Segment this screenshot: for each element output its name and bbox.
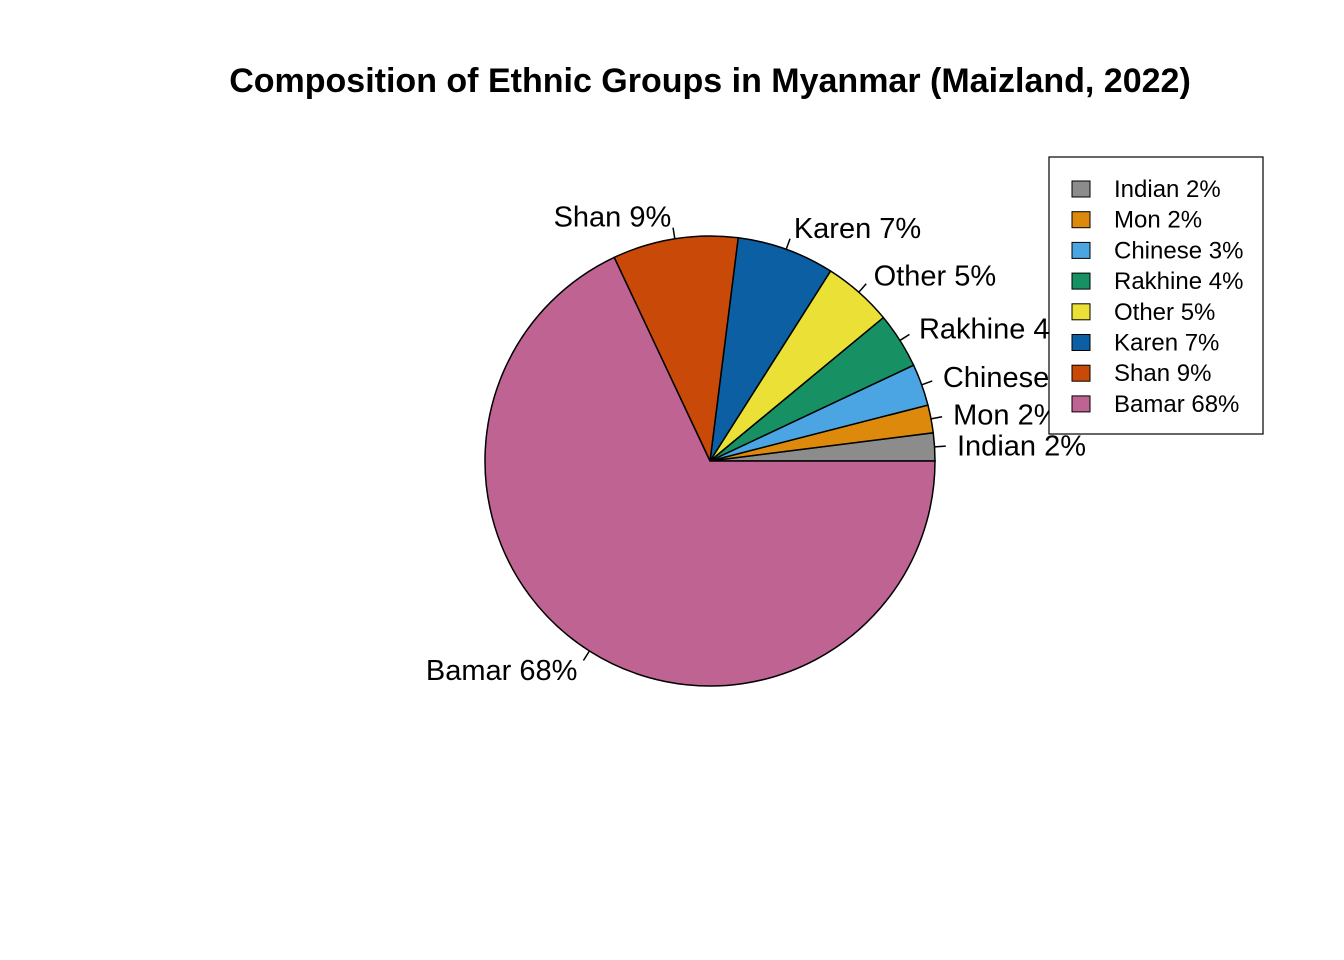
pie-label-tick bbox=[582, 650, 591, 661]
legend-entry-label: Indian 2% bbox=[1114, 176, 1221, 203]
pie-label-tick bbox=[858, 283, 867, 293]
pie-slice-bamar-68 bbox=[484, 256, 936, 687]
legend-items: Indian 2% Mon 2% Chinese 3% Rakhine 4% Other… bbox=[1071, 176, 1243, 418]
pie-label-tick bbox=[930, 415, 943, 420]
pie-slice-label: Bamar 68% bbox=[426, 655, 578, 687]
legend-box bbox=[1048, 156, 1264, 435]
legend-swatch bbox=[1071, 303, 1091, 321]
legend-swatch bbox=[1071, 395, 1091, 413]
legend-entry-label: Mon 2% bbox=[1114, 207, 1202, 234]
legend-swatch bbox=[1071, 180, 1091, 198]
pie-slices bbox=[484, 235, 936, 687]
legend-entry-label: Other 5% bbox=[1114, 299, 1215, 326]
pie-slice-shan-9 bbox=[613, 235, 740, 464]
legend-swatch bbox=[1071, 241, 1091, 259]
legend-entry-label: Shan 9% bbox=[1114, 360, 1211, 387]
pie-label-tick bbox=[921, 380, 933, 386]
pie-label-tick bbox=[934, 445, 946, 448]
legend-swatch bbox=[1071, 364, 1091, 382]
legend-entry-label: Karen 7% bbox=[1114, 330, 1219, 357]
pie-label-tick bbox=[899, 333, 910, 342]
pie-slice-label: Karen 7% bbox=[794, 213, 921, 245]
legend: Indian 2% Mon 2% Chinese 3% Rakhine 4% Other… bbox=[1048, 156, 1264, 435]
pie-slice-label: Indian 2% bbox=[957, 430, 1086, 462]
legend-entry-label: Chinese 3% bbox=[1114, 237, 1243, 264]
pie-label-tick bbox=[785, 238, 791, 250]
legend-entry-label: Rakhine 4% bbox=[1114, 268, 1243, 295]
legend-swatch bbox=[1071, 272, 1091, 290]
pie-label-tick bbox=[672, 227, 676, 239]
chart-title: Composition of Ethnic Groups in Myanmar … bbox=[229, 62, 1191, 100]
pie-slice-label: Other 5% bbox=[874, 260, 997, 292]
pie-slice-label: Shan 9% bbox=[554, 202, 672, 234]
legend-swatch bbox=[1071, 334, 1091, 351]
legend-swatch bbox=[1071, 211, 1091, 229]
legend-entry-label: Bamar 68% bbox=[1114, 391, 1239, 418]
pie-slice-label: Mon 2% bbox=[953, 400, 1059, 432]
